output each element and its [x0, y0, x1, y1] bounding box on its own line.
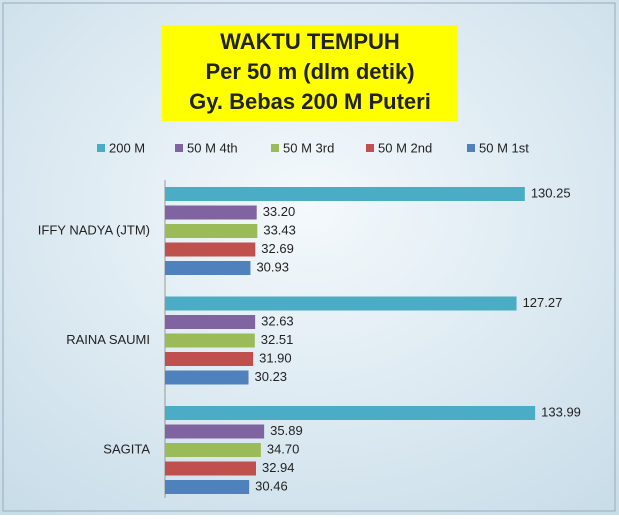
bar [165, 224, 258, 238]
legend-label: 200 M [109, 140, 145, 155]
chart-title: Gy. Bebas 200 M Puteri [189, 89, 431, 114]
bar [165, 443, 261, 457]
legend-label: 50 M 2nd [378, 140, 432, 155]
data-label: 33.43 [263, 222, 296, 237]
legend-label: 50 M 3rd [283, 140, 334, 155]
legend-label: 50 M 4th [187, 140, 238, 155]
bar [165, 480, 250, 494]
bar [165, 424, 265, 439]
data-label: 127.27 [523, 295, 563, 310]
title-box [162, 25, 458, 121]
chart-title: WAKTU TEMPUH [220, 29, 400, 54]
legend-swatch [366, 144, 374, 152]
bar [165, 261, 251, 275]
bar [165, 461, 256, 476]
bar [165, 406, 536, 420]
y-tick-label: RAINA SAUMI [66, 332, 150, 347]
bar [165, 370, 249, 385]
y-tick-label: IFFY NADYA (JTM) [38, 222, 150, 237]
data-label: 33.20 [263, 204, 296, 219]
y-tick-label: SAGITA [103, 441, 150, 456]
bar [165, 205, 257, 220]
data-label: 32.51 [261, 332, 294, 347]
data-label: 133.99 [541, 404, 581, 419]
data-label: 32.94 [262, 460, 295, 475]
chart-title: Per 50 m (dlm detik) [205, 59, 414, 84]
bar [165, 333, 255, 348]
data-label: 32.69 [261, 241, 294, 256]
data-label: 130.25 [531, 185, 571, 200]
bar [165, 296, 517, 311]
data-label: 34.70 [267, 441, 300, 456]
legend-swatch [271, 144, 279, 152]
legend-swatch [467, 144, 475, 152]
bar [165, 187, 525, 201]
legend-label: 50 M 1st [479, 140, 529, 155]
legend-swatch [175, 144, 183, 152]
data-label: 30.46 [255, 478, 288, 493]
data-label: 35.89 [270, 423, 303, 438]
data-label: 30.23 [255, 369, 288, 384]
legend-swatch [97, 144, 105, 152]
frame [2, 2, 616, 512]
data-label: 31.90 [259, 350, 292, 365]
data-label: 32.63 [261, 313, 294, 328]
bar [165, 352, 254, 366]
bar [165, 315, 256, 329]
bar [165, 242, 256, 257]
data-label: 30.93 [256, 259, 289, 274]
